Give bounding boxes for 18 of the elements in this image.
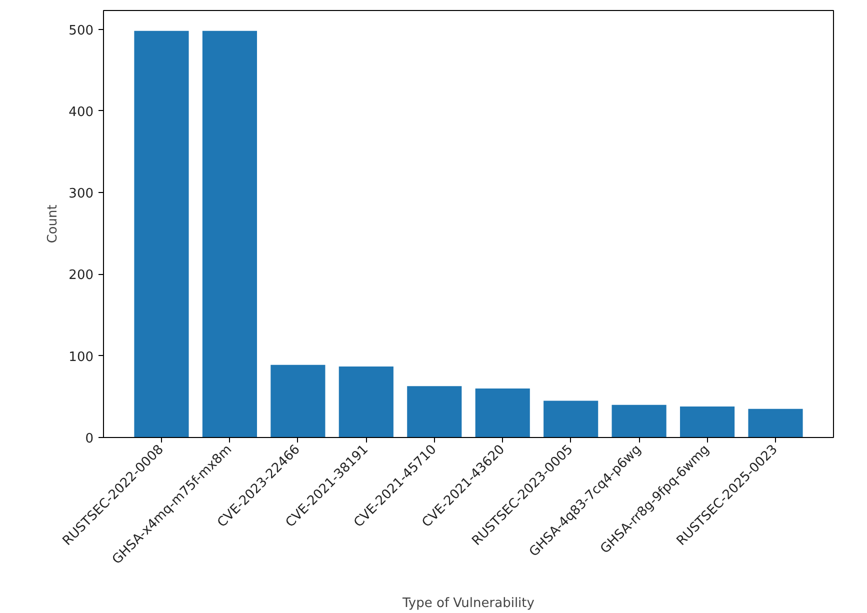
bar [202,30,258,438]
bar [612,404,666,438]
bar [680,406,735,438]
y-tick-label: 500 [68,23,94,38]
y-tick-label: 200 [68,268,94,284]
y-tick-label: 100 [68,350,94,365]
bar [544,400,598,438]
bar [270,364,326,438]
bar [338,366,394,438]
y-tick-label: 400 [68,104,94,120]
bar [407,386,462,438]
y-axis-title: Count [46,204,61,244]
y-tick-label: 300 [68,186,94,202]
bar [134,30,189,438]
x-axis-title: Type of Vulnerability [402,596,535,611]
bar [475,388,530,438]
y-tick-label: 0 [85,432,94,446]
bar [748,408,803,438]
